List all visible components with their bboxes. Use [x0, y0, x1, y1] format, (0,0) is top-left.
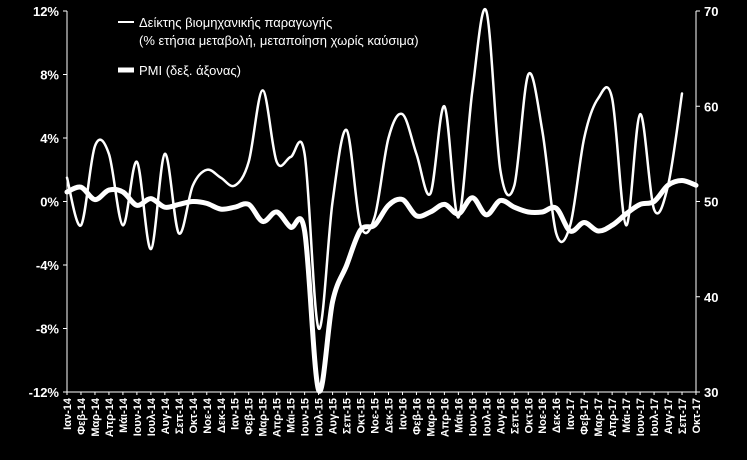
x-tick-label: Μαρ-15 — [258, 398, 270, 437]
left-tick-label: -4% — [36, 258, 60, 273]
right-tick-label: 50 — [704, 195, 718, 210]
x-tick-label: Μάι-17 — [621, 398, 633, 433]
x-tick-label: Νοε-15 — [370, 398, 382, 434]
x-tick-label: Ιουν-17 — [635, 398, 647, 436]
x-tick-label: Δεκ-16 — [551, 398, 563, 433]
x-tick-label: Μαρ-17 — [593, 398, 605, 437]
series-pmi-line — [64, 178, 699, 394]
series-industrial-production-line — [65, 7, 684, 330]
right-tick-label: 70 — [704, 4, 718, 19]
x-tick-label: Σεπ-14 — [174, 397, 186, 434]
x-tick-label: Ιαν-16 — [397, 398, 409, 430]
x-tick-label: Αυγ-14 — [160, 397, 172, 434]
x-tick-label: Ιουν-16 — [467, 398, 479, 436]
x-tick-label: Απρ-16 — [439, 398, 451, 437]
legend-pmi-label: PMI (δεξ. άξονας) — [139, 63, 241, 78]
x-tick-label: Ιουλ-15 — [314, 398, 326, 436]
x-tick-label: Νοε-14 — [202, 397, 214, 434]
left-tick-label: 4% — [40, 131, 59, 146]
x-tick-label: Δεκ-14 — [216, 397, 228, 433]
left-tick-label: -8% — [36, 322, 60, 337]
x-tick-label: Σεπ-17 — [677, 398, 689, 434]
x-tick-label: Μάι-15 — [286, 398, 298, 433]
right-tick-label: 60 — [704, 99, 718, 114]
legend: Δείκτης βιομηχανικής παραγωγής (% ετήσια… — [118, 15, 419, 78]
x-tick-label: Οκτ-14 — [188, 397, 200, 433]
left-tick-label: 8% — [40, 68, 59, 83]
left-tick-label: 0% — [40, 195, 59, 210]
x-tick-label: Οκτ-16 — [523, 398, 535, 434]
right-y-axis-ticks: 70 60 50 40 30 — [696, 4, 718, 400]
x-tick-label: Απρ-15 — [272, 398, 284, 437]
x-axis-ticks: Ιαν-14 Φεβ-14 Μαρ-14 Απρ-14 Μάι-14 Ιουν-14 Ιου… — [62, 392, 703, 437]
x-tick-label: Ιουλ-14 — [146, 397, 158, 436]
x-tick-label: Απρ-17 — [607, 398, 619, 437]
x-tick-label: Αυγ-15 — [328, 398, 340, 434]
x-tick-label: Σεπ-16 — [509, 398, 521, 434]
left-y-axis-ticks: 12% 8% 4% 0% -4% -8% -12% — [29, 4, 67, 400]
x-tick-label: Μάι-14 — [118, 397, 130, 433]
x-tick-label: Δεκ-15 — [383, 398, 395, 433]
series-layer — [64, 7, 699, 394]
x-tick-label: Φεβ-16 — [411, 398, 423, 435]
x-tick-label: Μαρ-14 — [90, 397, 102, 437]
x-tick-label: Σεπ-15 — [342, 398, 354, 434]
legend-ip-label-line1: Δείκτης βιομηχανικής παραγωγής — [139, 15, 332, 30]
legend-ip-label-line2: (% ετήσια μεταβολή, μεταποίηση χωρίς καύ… — [139, 33, 419, 48]
x-tick-label: Μαρ-16 — [425, 398, 437, 437]
x-tick-label: Μάι-16 — [453, 398, 465, 433]
left-tick-label: -12% — [29, 385, 60, 400]
x-tick-label: Αυγ-16 — [495, 398, 507, 434]
left-tick-label: 12% — [33, 4, 59, 19]
x-tick-label: Απρ-14 — [104, 397, 116, 437]
x-tick-label: Οκτ-15 — [356, 398, 368, 434]
right-tick-label: 40 — [704, 290, 718, 305]
x-tick-label: Νοε-16 — [537, 398, 549, 434]
x-tick-label: Ιουν-14 — [132, 397, 144, 436]
x-tick-label: Ιαν-17 — [565, 398, 577, 430]
x-tick-label: Φεβ-14 — [76, 397, 88, 435]
x-tick-label: Ιουλ-17 — [649, 398, 661, 436]
x-tick-label: Ιαν-14 — [62, 397, 74, 430]
x-tick-label: Φεβ-15 — [244, 398, 256, 435]
x-tick-label: Φεβ-17 — [579, 398, 591, 435]
x-tick-label: Ιαν-15 — [230, 398, 242, 430]
x-tick-label: Ιουν-15 — [300, 398, 312, 436]
right-tick-label: 30 — [704, 385, 718, 400]
x-tick-label: Ιουλ-16 — [481, 398, 493, 436]
x-tick-label: Οκτ-17 — [691, 398, 703, 434]
x-tick-label: Αυγ-17 — [663, 398, 675, 434]
